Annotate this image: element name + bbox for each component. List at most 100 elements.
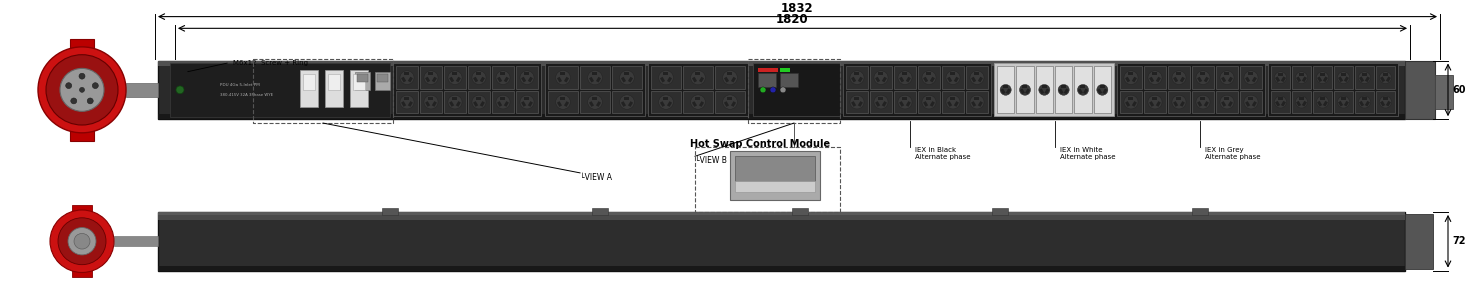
- Circle shape: [850, 71, 863, 84]
- Bar: [649, 64, 747, 116]
- Bar: [503, 101, 509, 107]
- Circle shape: [1296, 72, 1308, 84]
- Circle shape: [400, 95, 413, 109]
- Circle shape: [722, 95, 737, 109]
- Bar: [477, 72, 481, 75]
- Bar: [157, 212, 1405, 270]
- Text: IEX in Grey
Alternate phase: IEX in Grey Alternate phase: [1205, 146, 1261, 159]
- Bar: [500, 97, 506, 100]
- Bar: [1342, 73, 1346, 76]
- Bar: [353, 74, 365, 90]
- Text: 60: 60: [1452, 85, 1465, 95]
- Circle shape: [1219, 95, 1234, 109]
- Bar: [1375, 91, 1395, 113]
- Bar: [1172, 101, 1178, 107]
- Bar: [1180, 77, 1186, 82]
- Bar: [428, 97, 434, 100]
- Bar: [1317, 101, 1322, 107]
- Circle shape: [587, 70, 602, 85]
- Circle shape: [519, 71, 534, 84]
- Bar: [113, 236, 157, 246]
- Circle shape: [587, 95, 602, 109]
- Circle shape: [1274, 96, 1287, 108]
- Bar: [1177, 72, 1181, 75]
- Bar: [1006, 88, 1011, 94]
- Bar: [516, 91, 538, 113]
- Bar: [402, 101, 406, 107]
- Bar: [171, 62, 390, 117]
- Circle shape: [496, 95, 510, 109]
- Bar: [906, 101, 911, 107]
- Circle shape: [1317, 96, 1328, 108]
- Bar: [724, 101, 730, 107]
- Bar: [991, 208, 1008, 215]
- Text: Hot Swap Control Module: Hot Swap Control Module: [690, 139, 830, 149]
- Circle shape: [46, 55, 118, 125]
- Bar: [1249, 97, 1253, 100]
- Bar: [1093, 67, 1111, 113]
- Bar: [947, 101, 952, 107]
- Bar: [881, 77, 887, 82]
- Bar: [157, 114, 1405, 119]
- Circle shape: [1219, 71, 1234, 84]
- Bar: [1102, 88, 1108, 94]
- Circle shape: [1244, 71, 1258, 84]
- Bar: [468, 91, 490, 113]
- Bar: [528, 77, 533, 82]
- Circle shape: [472, 95, 485, 109]
- Circle shape: [74, 234, 90, 249]
- Bar: [791, 208, 808, 215]
- Bar: [521, 77, 527, 82]
- Circle shape: [1296, 96, 1308, 108]
- Bar: [1252, 101, 1256, 107]
- Bar: [652, 91, 681, 113]
- Circle shape: [424, 95, 438, 109]
- Circle shape: [1358, 96, 1371, 108]
- Bar: [652, 67, 681, 89]
- Bar: [1436, 75, 1453, 109]
- Bar: [357, 74, 368, 82]
- Bar: [724, 77, 730, 82]
- Bar: [878, 97, 884, 100]
- Bar: [525, 72, 530, 75]
- Bar: [1359, 76, 1364, 82]
- Circle shape: [60, 68, 104, 111]
- Bar: [428, 72, 434, 75]
- Circle shape: [1172, 71, 1186, 84]
- Circle shape: [946, 95, 961, 109]
- Bar: [1244, 77, 1250, 82]
- Bar: [1228, 77, 1233, 82]
- Bar: [858, 101, 863, 107]
- Bar: [377, 74, 388, 82]
- Circle shape: [761, 87, 766, 93]
- Circle shape: [659, 70, 674, 85]
- Bar: [1314, 91, 1333, 113]
- Circle shape: [1124, 71, 1139, 84]
- Bar: [1180, 101, 1186, 107]
- Bar: [974, 97, 980, 100]
- Bar: [625, 97, 630, 100]
- Bar: [950, 72, 956, 75]
- Bar: [780, 73, 797, 87]
- Bar: [127, 83, 157, 97]
- Bar: [1131, 101, 1137, 107]
- Bar: [1339, 101, 1343, 107]
- Bar: [612, 91, 641, 113]
- Bar: [593, 97, 597, 100]
- Bar: [875, 77, 880, 82]
- Bar: [157, 61, 1405, 67]
- Bar: [1192, 208, 1208, 215]
- Bar: [1317, 76, 1322, 82]
- Bar: [444, 91, 466, 113]
- Bar: [1383, 73, 1389, 76]
- Bar: [612, 67, 641, 89]
- Bar: [593, 72, 597, 75]
- Bar: [666, 101, 672, 107]
- Bar: [1322, 76, 1328, 82]
- Circle shape: [969, 95, 984, 109]
- Bar: [402, 77, 406, 82]
- Bar: [899, 101, 905, 107]
- Bar: [663, 97, 668, 100]
- Bar: [660, 101, 665, 107]
- Bar: [1355, 91, 1374, 113]
